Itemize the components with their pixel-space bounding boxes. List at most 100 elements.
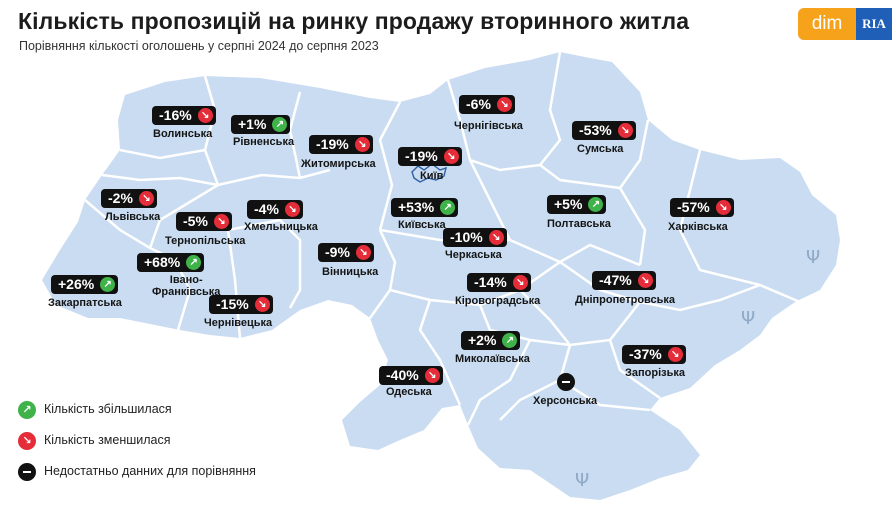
trident-icon: Ψ bbox=[741, 308, 756, 329]
region-name-chernihivska: Чернігівська bbox=[454, 120, 523, 132]
region-badge-volynska: -16% ↘ bbox=[152, 106, 216, 125]
arrow-down-right-icon: ↘ bbox=[197, 108, 213, 123]
change-value: -47% bbox=[599, 272, 632, 288]
region-name-zakarpatska: Закарпатська bbox=[48, 297, 122, 309]
region-badge-zaporizka: -37% ↘ bbox=[622, 345, 686, 364]
arrow-down-right-icon: ↘ bbox=[512, 275, 528, 290]
map-subtitle: Порівняння кількості оголошень у серпні … bbox=[19, 39, 379, 53]
arrow-down-right-icon: ↘ bbox=[488, 230, 504, 245]
change-value: -15% bbox=[216, 296, 249, 312]
region-badge-sumska: -53% ↘ bbox=[572, 121, 636, 140]
arrow-up-right-icon: ↗ bbox=[186, 255, 202, 270]
arrow-up-right-icon: ↗ bbox=[18, 401, 36, 419]
arrow-up-right-icon: ↗ bbox=[588, 197, 604, 212]
region-badge-kharkivska: -57% ↘ bbox=[670, 198, 734, 217]
arrow-down-right-icon: ↘ bbox=[496, 97, 512, 112]
region-badge-zhytomyrska: -19% ↘ bbox=[309, 135, 373, 154]
arrow-down-right-icon: ↘ bbox=[254, 297, 270, 312]
region-name-rivnenska: Рівненська bbox=[233, 136, 295, 148]
trident-icon: Ψ bbox=[806, 247, 821, 268]
change-value: -6% bbox=[466, 96, 491, 112]
logo-ria-text: RIA bbox=[856, 8, 892, 40]
change-value: -40% bbox=[386, 367, 419, 383]
region-badge-odeska: -40% ↘ bbox=[379, 366, 443, 385]
arrow-down-right-icon: ↘ bbox=[284, 202, 300, 217]
change-value: +53% bbox=[398, 199, 435, 215]
region-name-sumska: Сумська bbox=[577, 143, 624, 155]
change-value: +5% bbox=[554, 196, 583, 212]
arrow-up-right-icon: ↗ bbox=[440, 200, 456, 215]
change-value: -53% bbox=[579, 122, 612, 138]
arrow-up-right-icon: ↗ bbox=[272, 117, 288, 132]
change-value: -37% bbox=[629, 346, 662, 362]
change-value: -4% bbox=[254, 201, 279, 217]
arrow-down-right-icon: ↘ bbox=[355, 245, 371, 260]
region-name-ternopilska: Тернопільська bbox=[165, 235, 246, 247]
change-value: -16% bbox=[159, 107, 192, 123]
change-value: -19% bbox=[316, 136, 349, 152]
arrow-down-right-icon: ↘ bbox=[213, 214, 229, 229]
region-badge-kirovohradska: -14% ↘ bbox=[467, 273, 531, 292]
change-value: +68% bbox=[144, 254, 181, 270]
region-name-dnipropetrovska: Дніпропетровська bbox=[575, 294, 676, 306]
arrow-down-right-icon: ↘ bbox=[354, 137, 370, 152]
region-name-vinnytska: Вінницька bbox=[322, 266, 379, 278]
arrow-down-right-icon: ↘ bbox=[617, 123, 633, 138]
dim-ria-logo[interactable]: dim RIA bbox=[798, 8, 892, 40]
arrow-down-right-icon: ↘ bbox=[667, 347, 683, 362]
region-name-poltavska: Полтавська bbox=[547, 218, 611, 230]
region-badge-chernivetska: -15% ↘ bbox=[209, 295, 273, 314]
region-name-odeska: Одеська bbox=[386, 386, 432, 398]
arrow-down-right-icon: ↘ bbox=[637, 273, 653, 288]
region-borders bbox=[84, 51, 801, 426]
region-name-ivano-frankivska: Івано- Франківська bbox=[152, 274, 221, 298]
map-title: Кількість пропозицій на ринку продажу вт… bbox=[18, 8, 690, 34]
region-name-kyiv-city: Київ bbox=[420, 170, 444, 182]
region-badge-khmelnytska: -4% ↘ bbox=[247, 200, 303, 219]
change-value: +1% bbox=[238, 116, 267, 132]
region-badge-ivano-frankivska: +68% ↗ bbox=[137, 253, 205, 272]
minus-circle-icon bbox=[18, 463, 36, 481]
kyiv-outline-icon bbox=[411, 163, 447, 183]
region-name-kyivska: Київська bbox=[398, 219, 446, 231]
region-name-mykolaivska: Миколаївська bbox=[455, 353, 530, 365]
region-name-khersonska: Херсонська bbox=[533, 395, 598, 407]
region-badge-kyiv-city: -19% ↘ bbox=[398, 147, 462, 166]
region-badge-poltavska: +5% ↗ bbox=[547, 195, 607, 214]
change-value: -19% bbox=[405, 148, 438, 164]
arrow-down-right-icon: ↘ bbox=[18, 432, 36, 450]
region-name-volynska: Волинська bbox=[153, 128, 213, 140]
change-value: -9% bbox=[325, 244, 350, 260]
trident-icon: Ψ bbox=[575, 470, 590, 491]
region-name-lvivska: Львівська bbox=[105, 211, 161, 223]
region-nodata-khersonska bbox=[557, 373, 575, 391]
change-value: +2% bbox=[468, 332, 497, 348]
ukraine-territory bbox=[42, 52, 840, 500]
arrow-down-right-icon: ↘ bbox=[424, 368, 440, 383]
change-value: -2% bbox=[108, 190, 133, 206]
region-badge-cherkaska: -10% ↘ bbox=[443, 228, 507, 247]
arrow-down-right-icon: ↘ bbox=[715, 200, 731, 215]
region-badge-rivnenska: +1% ↗ bbox=[231, 115, 291, 134]
arrow-down-right-icon: ↘ bbox=[443, 149, 459, 164]
legend-increase-label: Кількість збільшилася bbox=[44, 402, 172, 416]
region-badge-mykolaivska: +2% ↗ bbox=[461, 331, 521, 350]
logo-dim-text: dim bbox=[798, 8, 856, 40]
region-badge-zakarpatska: +26% ↗ bbox=[51, 275, 119, 294]
region-badge-vinnytska: -9% ↘ bbox=[318, 243, 374, 262]
change-value: -10% bbox=[450, 229, 483, 245]
arrow-up-right-icon: ↗ bbox=[502, 333, 518, 348]
legend-decrease-label: Кількість зменшилася bbox=[44, 433, 171, 447]
region-badge-lvivska: -2% ↘ bbox=[101, 189, 157, 208]
region-name-kirovohradska: Кіровоградська bbox=[455, 295, 541, 307]
change-value: -5% bbox=[183, 213, 208, 229]
region-name-cherkaska: Черкаська bbox=[445, 249, 502, 261]
change-value: -57% bbox=[677, 199, 710, 215]
arrow-up-right-icon: ↗ bbox=[100, 277, 116, 292]
region-name-zaporizka: Запорізька bbox=[625, 367, 686, 379]
arrow-down-right-icon: ↘ bbox=[138, 191, 154, 206]
change-value: -14% bbox=[474, 274, 507, 290]
region-badge-ternopilska: -5% ↘ bbox=[176, 212, 232, 231]
region-badge-kyivska: +53% ↗ bbox=[391, 198, 459, 217]
